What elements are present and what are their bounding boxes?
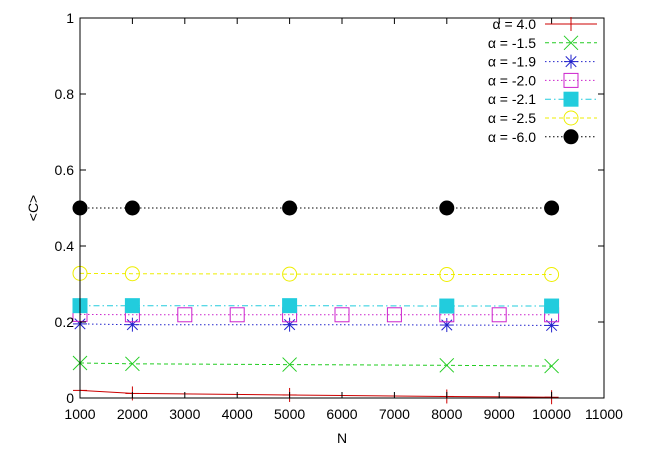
legend-label: α = -1.5 — [488, 35, 536, 51]
data-point — [282, 298, 298, 314]
y-tick-label: 0 — [66, 390, 74, 406]
legend-marker — [563, 91, 579, 107]
legend-label: α = -1.9 — [488, 54, 536, 70]
y-tick-label: 0.6 — [55, 162, 75, 178]
legend: α = 4.0 α = -1.5 α = -1.9 α = -2.0 α = -2.1 α… — [488, 16, 597, 145]
data-point — [125, 317, 140, 332]
data-point — [386, 307, 402, 323]
x-tick-label: 8000 — [431, 406, 462, 422]
x-tick-label: 5000 — [274, 406, 305, 422]
legend-marker — [563, 129, 579, 145]
x-tick-label: 6000 — [326, 406, 357, 422]
data-point — [439, 357, 455, 373]
data-point — [229, 307, 245, 323]
x-tick-label: 9000 — [484, 406, 515, 422]
x-tick-label: 3000 — [169, 406, 200, 422]
legend-item: α = 4.0 — [492, 16, 597, 32]
legend-label: α = -6.0 — [488, 129, 536, 145]
legend-marker — [563, 110, 579, 126]
legend-marker — [564, 17, 578, 31]
legend-item: α = -2.1 — [488, 91, 597, 107]
legend-label: α = -2.1 — [488, 91, 536, 107]
data-point — [282, 317, 297, 332]
x-tick-label: 2000 — [117, 406, 148, 422]
data-point — [544, 267, 560, 282]
legend-label: α = -2.5 — [488, 110, 536, 126]
legend-item: α = -6.0 — [488, 129, 597, 145]
legend-marker — [564, 54, 578, 69]
x-tick-label: 7000 — [379, 406, 410, 422]
legend-item: α = -2.0 — [488, 72, 597, 88]
x-axis-label: N — [337, 430, 347, 446]
data-point — [124, 298, 140, 314]
y-axis-label: <C> — [25, 195, 41, 221]
data-point — [544, 358, 559, 374]
series-line-1 — [79, 362, 552, 367]
y-tick-label: 0.2 — [55, 314, 75, 330]
data-point — [282, 357, 297, 372]
data-point — [334, 307, 350, 323]
x-tick-label: 4000 — [222, 406, 253, 422]
data-point — [544, 298, 560, 314]
data-point — [177, 307, 193, 323]
y-tick-label: 0.4 — [55, 238, 75, 254]
series-line-5 — [79, 272, 552, 275]
data-point — [439, 200, 455, 216]
data-point — [282, 266, 298, 282]
data-point — [439, 318, 454, 333]
legend-marker — [563, 72, 579, 88]
y-tick-label: 1 — [66, 10, 74, 26]
legend-item: α = -2.5 — [488, 110, 597, 126]
data-point — [544, 200, 560, 216]
data-point — [124, 266, 140, 282]
x-tick-label: 10000 — [532, 406, 571, 422]
data-point — [439, 298, 455, 314]
legend-label: α = 4.0 — [492, 16, 536, 32]
legend-label: α = -2.0 — [488, 72, 536, 88]
x-tick-label: 11000 — [585, 406, 623, 422]
x-tick-label: 1000 — [64, 406, 95, 422]
ticks: 1000 2000 3000 4000 5000 6000 7000 8000 9000 1000… — [55, 10, 624, 422]
data-point — [544, 318, 559, 333]
data-point — [282, 200, 298, 216]
y-tick-label: 0.8 — [55, 86, 75, 102]
data-point — [439, 267, 455, 282]
data-point — [124, 200, 140, 216]
data-point — [125, 356, 140, 372]
legend-marker — [563, 35, 579, 51]
legend-item: α = -1.9 — [488, 54, 597, 70]
legend-item: α = -1.5 — [488, 35, 597, 51]
data-point — [491, 307, 507, 323]
